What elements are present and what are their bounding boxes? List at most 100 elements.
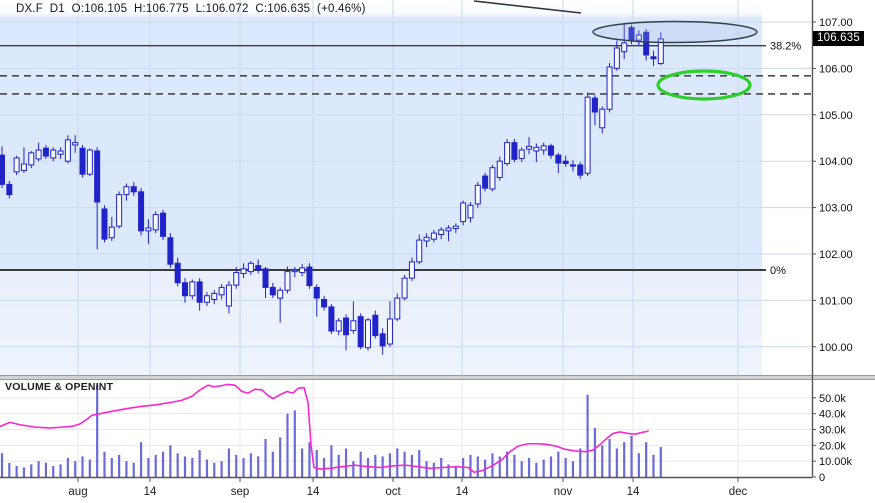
svg-text:103.00: 103.00	[819, 203, 853, 215]
grid-layer	[0, 0, 812, 477]
volume-bar	[652, 454, 655, 477]
volume-bar	[220, 461, 223, 477]
candle	[145, 227, 152, 232]
candle	[452, 225, 459, 229]
candle	[394, 297, 401, 320]
candle	[189, 281, 196, 297]
svg-text:100.00: 100.00	[819, 342, 853, 354]
annotation-trendline[interactable]	[473, 0, 582, 14]
candle	[562, 160, 569, 165]
candle	[372, 314, 379, 337]
volume-bar	[659, 446, 662, 477]
volume-bar	[557, 451, 560, 477]
volume-bar	[542, 459, 545, 477]
volume-bar	[242, 458, 245, 477]
price-axis-labels[interactable]: 107.00 106.00 105.00 104.00 103.00 102.00 101.…	[812, 17, 853, 354]
volume-bar	[139, 442, 143, 477]
volume-bar	[249, 453, 252, 477]
candle	[108, 226, 115, 239]
candle	[277, 289, 284, 299]
volume-bar	[593, 427, 597, 477]
svg-text:14: 14	[144, 486, 157, 498]
symbol-ohlc-title: DX.F D1 O:106.105 H:106.775 L:106.072 C:…	[16, 3, 366, 15]
volume-bar	[630, 435, 633, 477]
candle	[211, 292, 218, 300]
volume-bar	[74, 461, 77, 477]
annotation-green-ellipse[interactable]	[656, 69, 752, 101]
candle	[28, 152, 35, 166]
volume-axis-labels[interactable]: 50.0k 40.0k 30.0k 20.0k 10.00k 0	[812, 393, 853, 484]
candle	[474, 184, 481, 205]
volume-bar	[425, 461, 428, 477]
volume-bar	[337, 454, 340, 477]
volume-bar	[484, 459, 487, 477]
svg-text:30.0k: 30.0k	[819, 425, 846, 437]
candle	[408, 261, 415, 279]
candle	[174, 262, 181, 284]
volume-bar	[8, 462, 11, 477]
volume-bar	[344, 448, 348, 477]
fib-level-0[interactable]: 0%	[0, 265, 786, 277]
volume-bar	[271, 451, 274, 477]
dashed-price-levels[interactable]	[0, 75, 812, 95]
candle	[548, 145, 554, 156]
fib-level-382[interactable]: 38.2%	[0, 41, 801, 53]
svg-text:14: 14	[627, 486, 640, 498]
volume-bar	[454, 465, 457, 477]
candle	[284, 271, 291, 291]
volume-bar	[403, 451, 406, 477]
volume-bar	[637, 453, 640, 477]
candle	[504, 142, 511, 165]
candle	[306, 266, 313, 287]
volume-bar	[520, 461, 523, 477]
candle	[496, 160, 503, 178]
candle	[0, 154, 5, 185]
svg-text:40.0k: 40.0k	[819, 409, 846, 421]
volume-bar	[359, 451, 362, 477]
candle	[94, 150, 101, 203]
candle	[401, 277, 408, 299]
candle	[269, 286, 276, 296]
candle	[116, 194, 123, 227]
volume-bar	[118, 454, 121, 477]
volume-bar	[513, 454, 516, 477]
candle	[555, 154, 562, 164]
svg-text:104.00: 104.00	[819, 156, 853, 168]
volume-bar	[315, 450, 318, 477]
svg-text:14: 14	[307, 486, 320, 498]
candle	[635, 34, 642, 41]
candle	[599, 108, 606, 129]
volume-bar	[176, 453, 179, 477]
volume-bar	[601, 445, 604, 477]
candle	[621, 42, 628, 53]
candle	[50, 149, 57, 159]
candle	[101, 208, 108, 240]
volume-bar	[586, 394, 589, 477]
volume-bar	[37, 461, 40, 477]
volume-bar	[476, 456, 479, 477]
svg-text:dec: dec	[729, 486, 748, 498]
svg-text:oct: oct	[385, 486, 401, 498]
volume-bar	[66, 458, 69, 477]
candle	[482, 175, 489, 189]
annotation-dark-ellipse[interactable]	[592, 20, 758, 44]
candle	[526, 145, 533, 150]
svg-text:38.2%: 38.2%	[770, 41, 801, 53]
volume-bar	[549, 456, 553, 477]
volume-bar	[103, 451, 106, 477]
volume-bar	[293, 410, 296, 477]
volume-bar	[81, 456, 84, 477]
svg-text:102.00: 102.00	[819, 249, 853, 261]
candle	[218, 286, 225, 296]
svg-text:50.0k: 50.0k	[819, 393, 846, 405]
candle	[357, 316, 364, 348]
volume-bar	[615, 448, 618, 477]
candle	[291, 269, 298, 273]
last-price-badge: 106.635	[813, 31, 864, 46]
volume-bar	[110, 458, 113, 477]
volume-bar	[44, 462, 48, 477]
candles-layer	[0, 22, 664, 355]
volume-bar	[301, 448, 304, 477]
time-axis-labels[interactable]: aug 14 sep 14 oct 14 nov 14 dec	[68, 477, 748, 498]
